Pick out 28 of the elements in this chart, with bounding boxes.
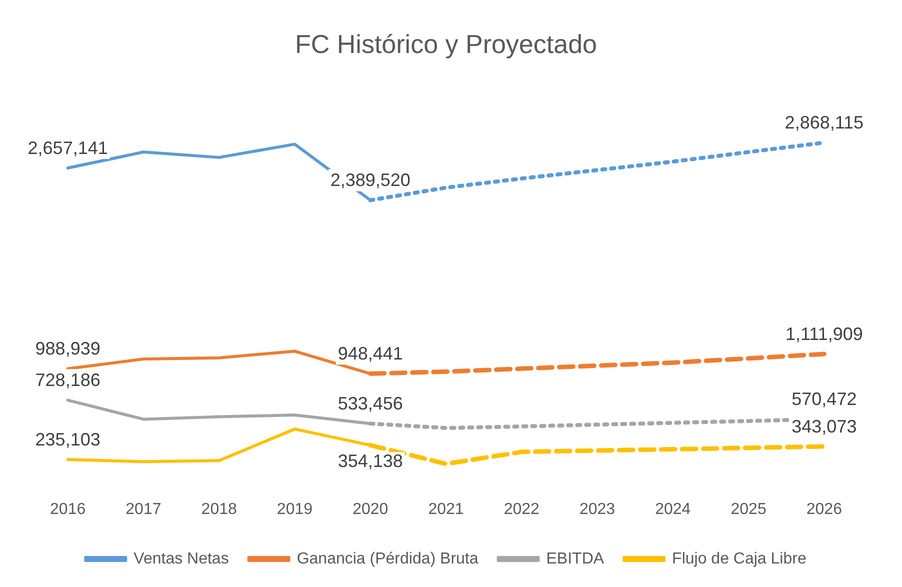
data-label: 235,103 xyxy=(35,429,100,450)
data-label: 570,472 xyxy=(792,389,857,410)
data-label: 948,441 xyxy=(338,344,403,364)
data-label: 2,657,141 xyxy=(28,138,108,158)
data-label: 354,138 xyxy=(338,451,403,472)
x-tick-label: 2024 xyxy=(655,500,691,518)
x-tick-label: 2021 xyxy=(428,500,464,518)
data-label: 533,456 xyxy=(338,394,403,414)
data-label: 343,073 xyxy=(792,416,857,436)
x-tick-label: 2026 xyxy=(806,500,842,518)
data-label: 988,939 xyxy=(35,338,100,359)
x-tick-label: 2019 xyxy=(276,500,313,518)
x-tick-label: 2023 xyxy=(579,500,616,518)
legend-label: EBITDA xyxy=(546,550,604,568)
x-tick-label: 2018 xyxy=(201,500,237,518)
data-label: 728,186 xyxy=(35,370,100,390)
legend-label: Flujo de Caja Libre xyxy=(672,550,806,568)
x-tick-label: 2025 xyxy=(730,500,766,518)
data-label: 2,868,115 xyxy=(784,112,864,133)
x-tick-label: 2016 xyxy=(50,500,86,518)
x-tick-label: 2022 xyxy=(504,500,540,518)
x-tick-label: 2020 xyxy=(352,500,388,518)
chart-title: FC Histórico y Proyectado xyxy=(295,28,597,59)
x-tick-label: 2017 xyxy=(126,500,162,518)
data-label: 2,389,520 xyxy=(330,170,410,190)
legend-label: Ganancia (Pérdida) Bruta xyxy=(296,550,478,568)
data-label: 1,111,909 xyxy=(785,324,863,344)
legend-label: Ventas Netas xyxy=(134,550,229,568)
